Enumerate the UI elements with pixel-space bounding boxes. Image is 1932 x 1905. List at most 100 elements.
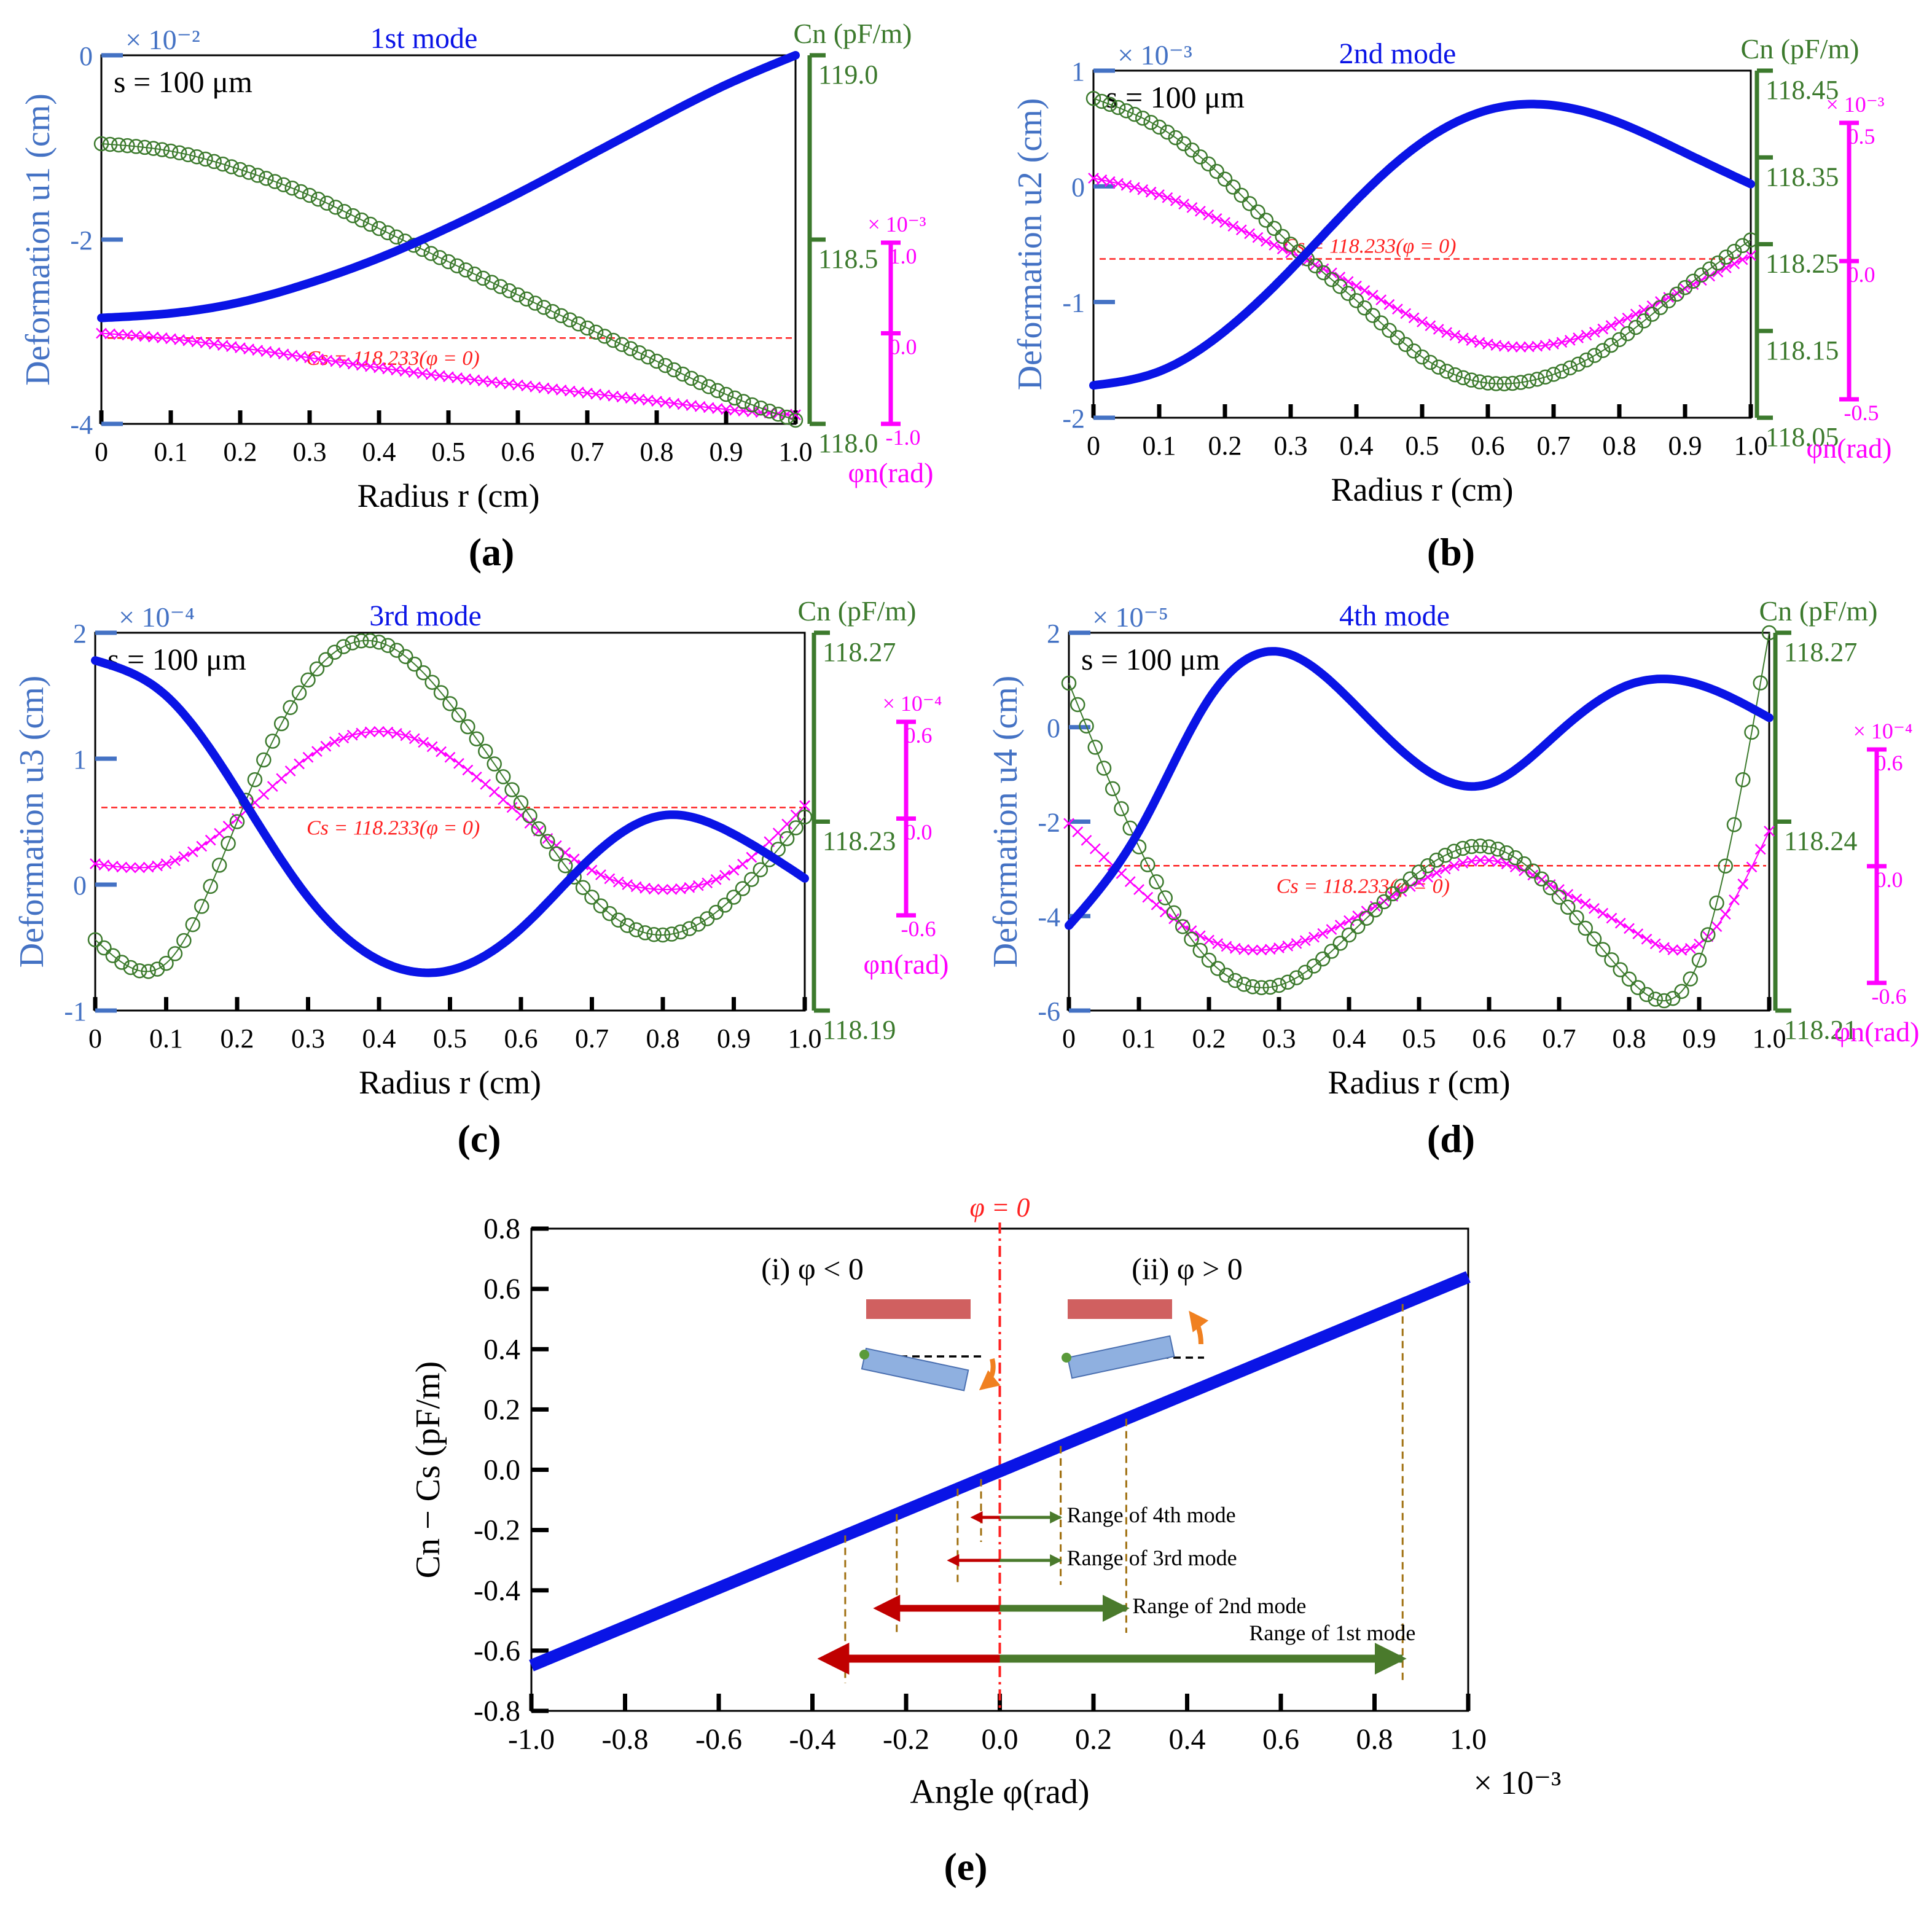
cn-marker <box>690 917 706 932</box>
panel-label: (a) <box>469 530 515 574</box>
y-axis-label: Cn − Cs (pF/m) <box>409 1361 447 1579</box>
cn-marker <box>1061 675 1077 691</box>
phi-marker <box>373 362 385 374</box>
phi-marker <box>1433 324 1444 335</box>
cn-minus-cs-line <box>529 1271 1471 1672</box>
cn-marker <box>256 752 272 768</box>
phi-marker <box>711 403 723 414</box>
electrode-left <box>866 1299 971 1319</box>
phi-marker <box>214 827 225 839</box>
phi-marker <box>200 337 211 349</box>
cn-marker <box>788 412 804 428</box>
cn-marker <box>1119 103 1134 119</box>
phi-marker <box>267 781 278 792</box>
phi-marker <box>1449 860 1460 872</box>
cn-marker <box>575 880 591 896</box>
phi-marker <box>1317 928 1329 939</box>
phi-marker <box>488 786 500 797</box>
cn-marker <box>318 652 334 668</box>
phi-marker <box>1441 327 1453 338</box>
y-tick-label: 1 <box>1071 57 1085 87</box>
y-tick-label: 2 <box>73 619 87 649</box>
cn-tick-label: 118.05 <box>1766 422 1839 452</box>
phi-marker <box>1474 855 1486 866</box>
phi-marker <box>1343 915 1355 926</box>
phi-marker <box>1667 944 1679 955</box>
phi-marker <box>391 728 402 739</box>
cn-marker <box>1394 878 1409 894</box>
cn-marker <box>407 656 422 672</box>
y-axis-label: Deformation u2 (cm) <box>1011 98 1049 391</box>
cn-marker <box>770 407 786 422</box>
cn-marker <box>628 922 644 937</box>
phi-marker <box>1754 843 1766 855</box>
phi-marker <box>1632 928 1644 940</box>
cn-tick-label: 118.21 <box>1784 1015 1857 1045</box>
x-tick-label: 0.0 <box>982 1723 1019 1756</box>
phi-marker <box>721 404 732 415</box>
cn-marker <box>504 782 520 797</box>
phi-marker <box>90 858 101 869</box>
phi-marker <box>1235 224 1247 236</box>
phi-marker <box>1137 184 1149 195</box>
cn-marker <box>753 862 768 878</box>
phi-marker <box>772 827 784 839</box>
panel-label: (b) <box>1427 530 1475 574</box>
phi-marker <box>1564 335 1576 346</box>
phi-tick-label: 0.0 <box>1875 867 1903 892</box>
cn-marker <box>1743 232 1759 248</box>
cn-curve <box>101 143 796 421</box>
phi-marker <box>205 834 216 846</box>
cn-marker <box>1429 852 1444 868</box>
phi-marker <box>1624 923 1635 934</box>
cn-marker <box>1262 979 1278 995</box>
cn-marker <box>1562 360 1578 376</box>
phi-marker <box>160 858 172 869</box>
phi-marker <box>1212 938 1224 949</box>
phi-marker <box>107 861 119 872</box>
cn-marker <box>522 808 538 824</box>
phi-marker <box>1720 262 1732 273</box>
phi-marker <box>1081 835 1092 846</box>
x-tick-label: 0.1 <box>1143 431 1176 461</box>
case-positive-label: (ii) φ > 0 <box>1132 1251 1243 1286</box>
phi-marker <box>719 869 730 881</box>
phi-marker <box>1256 944 1267 956</box>
cn-marker <box>1534 871 1549 887</box>
phi-marker <box>1507 341 1519 353</box>
phi-marker <box>338 357 350 369</box>
cn-marker <box>432 250 448 265</box>
phi-marker <box>187 846 198 858</box>
x-tick-label: 0.4 <box>1169 1723 1206 1756</box>
phi-marker <box>1597 323 1609 335</box>
phi-marker <box>1515 341 1527 353</box>
phi-marker <box>1684 943 1696 954</box>
cn-marker <box>1446 843 1462 859</box>
cn-marker <box>154 142 170 157</box>
cn-marker <box>176 933 192 949</box>
x-tick-label: 0.1 <box>1122 1023 1156 1054</box>
phi-marker <box>521 380 533 392</box>
x-tick-label: 0.5 <box>433 1023 467 1054</box>
cn-tick-label: 118.5 <box>818 244 878 274</box>
cn-marker <box>309 661 325 677</box>
phi-marker <box>1614 316 1625 327</box>
cn-tick-label: 118.19 <box>823 1015 896 1045</box>
cn-marker <box>291 685 307 701</box>
cn-marker <box>102 136 118 152</box>
cn-marker <box>171 145 187 160</box>
x-axis-label: Radius r (cm) <box>1328 1064 1511 1101</box>
phi-marker <box>1088 173 1099 184</box>
cn-marker <box>1683 971 1698 987</box>
phi-marker <box>1367 289 1379 301</box>
phi-marker <box>1492 856 1504 867</box>
cn-marker <box>762 404 777 419</box>
cn-marker <box>345 635 360 651</box>
cn-marker <box>1254 980 1269 995</box>
y-tick-label: -1 <box>64 996 87 1027</box>
phi-marker <box>1408 312 1420 324</box>
cn-marker <box>736 394 751 409</box>
x-tick-label: 0.6 <box>504 1023 538 1054</box>
cn-marker <box>1094 93 1109 109</box>
